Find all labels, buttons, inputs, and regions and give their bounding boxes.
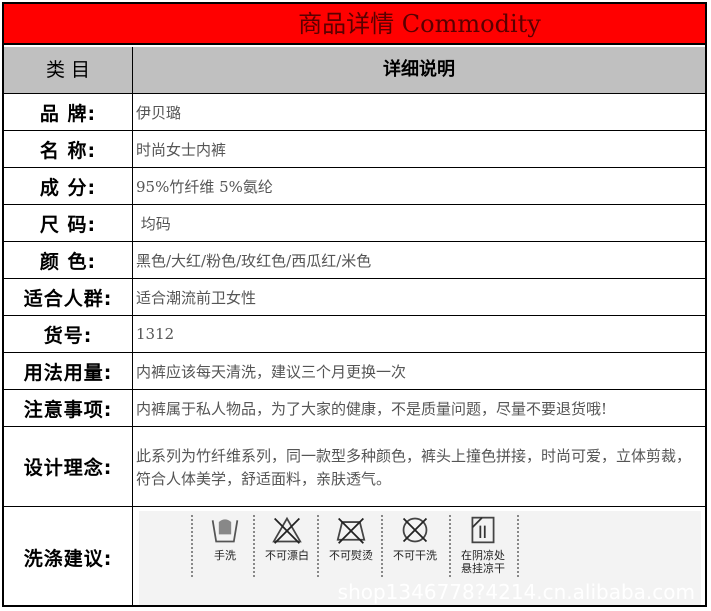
divider: [191, 515, 193, 577]
header-detail: 详细说明: [383, 59, 455, 80]
no-bleach-icon: [272, 516, 302, 544]
row-label: 品 牌:: [4, 94, 133, 130]
table-row: 适合人群: 适合潮流前卫女性: [4, 279, 705, 316]
row-value: 黑色/大红/粉色/玫红色/西瓜红/米色: [136, 251, 372, 270]
row-label: 名 称:: [4, 131, 133, 167]
row-value: 95%竹纤维 5%氨纶: [136, 177, 273, 196]
table-row: 名 称: 时尚女士内裤: [4, 131, 705, 168]
row-value: 适合潮流前卫女性: [136, 288, 257, 307]
care-item: 手洗: [194, 515, 256, 562]
care-row: 洗涤建议: 手洗 不可漂白 不可熨烫 不可干洗: [4, 507, 705, 607]
care-label: 在阴凉处: [461, 549, 505, 562]
divider: [381, 515, 383, 577]
table-row: 货号: 1312: [4, 316, 705, 353]
row-value: 内裤属于私人物品，为了大家的健康，不是质量问题，尽量不要退货哦!: [136, 399, 608, 418]
row-label: 尺 码:: [4, 205, 133, 241]
divider: [449, 515, 451, 577]
care-item: 不可干洗: [384, 515, 446, 562]
row-label: 成 分:: [4, 168, 133, 204]
care-label: 不可漂白: [265, 549, 309, 562]
row-value: 内裤应该每天清洗，建议三个月更换一次: [136, 362, 407, 381]
table-row: 注意事项: 内裤属于私人物品，为了大家的健康，不是质量问题，尽量不要退货哦!: [4, 390, 705, 427]
no-dry-clean-icon: [402, 517, 428, 543]
care-item: 不可漂白: [256, 515, 318, 562]
row-value: 均码: [136, 214, 171, 233]
divider: [317, 515, 319, 577]
row-value: 1312: [136, 325, 175, 343]
line-dry-shade-icon: [471, 516, 495, 544]
row-value: 伊贝璐: [136, 103, 182, 122]
row-value: 此系列为竹纤维系列，同一款型多种颜色，裤头上撞色拼接，时尚可爱，立体剪裁，符合人…: [136, 447, 692, 488]
care-symbols-panel: 手洗 不可漂白 不可熨烫 不可干洗 在阴凉处 悬挂凉干: [139, 511, 701, 605]
no-iron-icon: [336, 517, 366, 544]
table-row: 品 牌: 伊贝璐: [4, 94, 705, 131]
care-label: 悬挂凉干: [461, 562, 505, 575]
row-value: 时尚女士内裤: [136, 140, 227, 159]
watermark: shop1346778?4214.cn.alibaba.com: [337, 580, 695, 604]
divider: [517, 515, 519, 577]
row-label: 适合人群:: [4, 279, 133, 315]
row-label: 货号:: [4, 316, 133, 352]
care-item: 不可熨烫: [320, 515, 382, 562]
table-row: 尺 码: 均码: [4, 205, 705, 242]
page-title: 商品详情 Commodity: [4, 4, 705, 45]
hand-wash-icon: [211, 519, 239, 543]
table-row: 设计理念: 此系列为竹纤维系列，同一款型多种颜色，裤头上撞色拼接，时尚可爱，立体剪…: [4, 427, 705, 507]
table-header: 类 目 详细说明: [4, 47, 705, 94]
row-label: 洗涤建议:: [4, 507, 133, 607]
table-row: 成 分: 95%竹纤维 5%氨纶: [4, 168, 705, 205]
row-label: 注意事项:: [4, 390, 133, 426]
care-label: 不可干洗: [393, 549, 437, 562]
header-category: 类 目: [4, 47, 133, 93]
row-label: 设计理念:: [4, 427, 133, 506]
care-label: 不可熨烫: [329, 549, 373, 562]
table-row: 用法用量: 内裤应该每天清洗，建议三个月更换一次: [4, 353, 705, 390]
care-item: 在阴凉处 悬挂凉干: [452, 515, 514, 575]
table-row: 颜 色: 黑色/大红/粉色/玫红色/西瓜红/米色: [4, 242, 705, 279]
care-label: 手洗: [214, 549, 236, 562]
divider: [253, 515, 255, 577]
row-label: 颜 色:: [4, 242, 133, 278]
row-label: 用法用量:: [4, 353, 133, 389]
